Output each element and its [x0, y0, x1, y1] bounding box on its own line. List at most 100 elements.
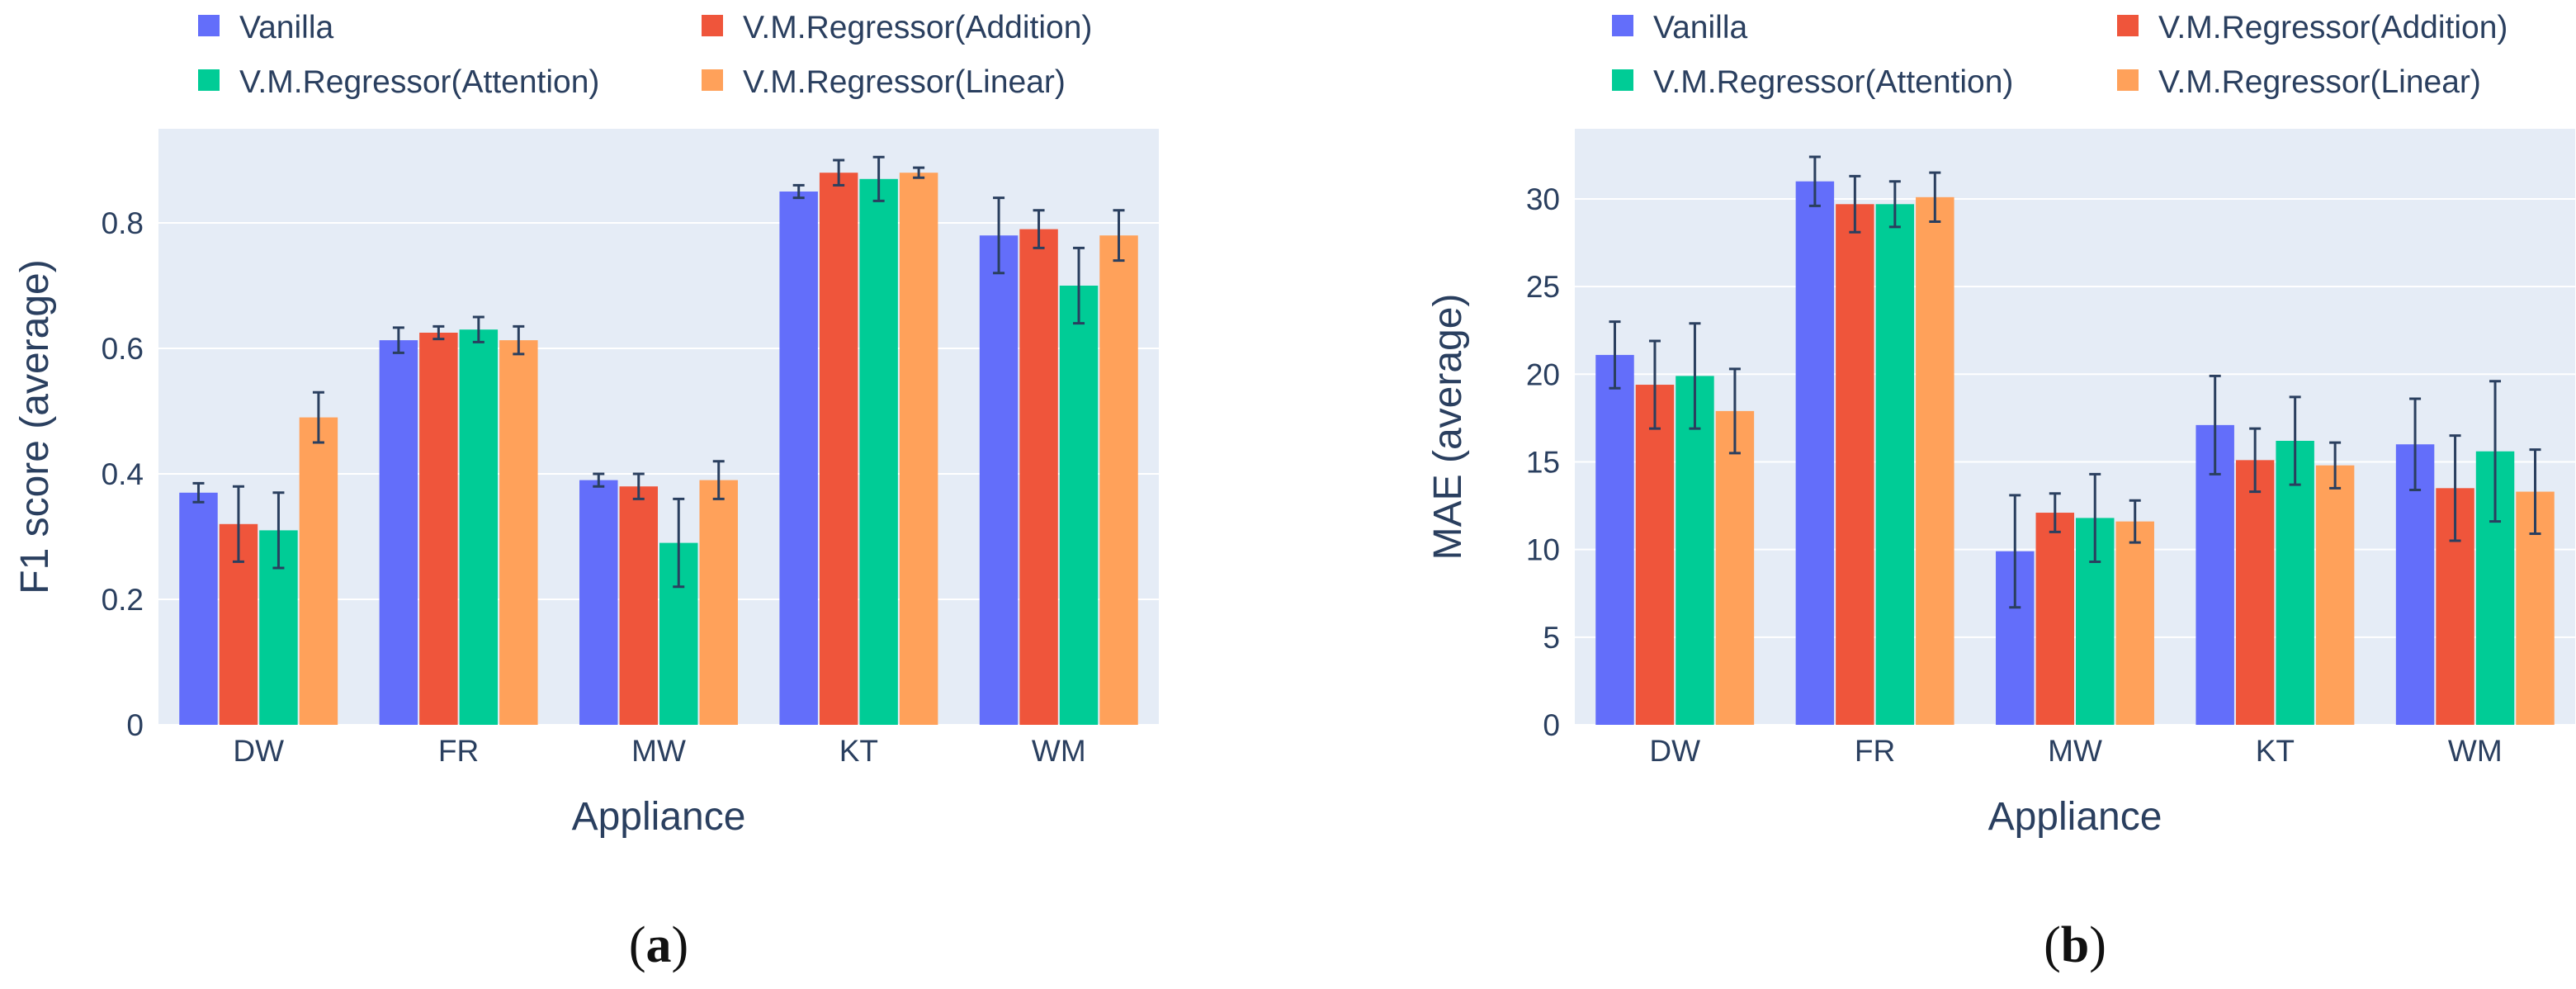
- bar-a-FR-0: [379, 340, 418, 725]
- y-axis-title-a: F1 score (average): [13, 259, 57, 594]
- bar-a-FR-3: [499, 340, 538, 725]
- bar-b-DW-0: [1595, 354, 1634, 725]
- x-tick-label-a-4: WM: [1032, 734, 1086, 768]
- x-tick-label-b-2: MW: [2048, 734, 2102, 768]
- bar-a-WM-3: [1099, 235, 1138, 725]
- error-bar-b-DW-3: [1728, 367, 1741, 455]
- y-tick-label-a-0: 0: [126, 708, 144, 742]
- legend-swatch-b-1: [2117, 15, 2139, 36]
- error-bar-a-MW-3: [712, 460, 725, 500]
- bar-b-DW-3: [1715, 410, 1755, 725]
- error-bar-b-KT-0: [2209, 374, 2221, 476]
- caption-b-close: ): [2089, 917, 2106, 973]
- error-bar-b-MW-2: [2089, 472, 2101, 564]
- bars-b: [1595, 181, 2555, 726]
- legend-label-a-2: V.M.Regressor(Attention): [239, 64, 599, 100]
- error-bar-b-WM-3: [2529, 448, 2541, 536]
- x-tick-label-a-1: FR: [438, 734, 479, 768]
- caption-a: (a): [629, 917, 688, 973]
- error-bar-a-KT-3: [913, 166, 925, 179]
- bar-a-FR-2: [459, 329, 499, 725]
- caption-b-open: (: [2044, 917, 2061, 973]
- legend-label-b-3: V.M.Regressor(Linear): [2158, 64, 2481, 100]
- error-bar-a-KT-0: [792, 183, 805, 200]
- caption-a-close: ): [672, 917, 689, 973]
- error-bar-a-FR-1: [432, 324, 445, 341]
- error-bar-a-FR-0: [392, 326, 404, 354]
- bar-b-KT-1: [2235, 460, 2275, 725]
- caption-a-letter: a: [646, 917, 672, 973]
- legend-swatch-b-2: [1612, 69, 1633, 91]
- x-tick-label-b-4: WM: [2448, 734, 2503, 768]
- error-bar-a-KT-2: [872, 155, 885, 202]
- error-bar-a-DW-3: [312, 390, 324, 444]
- y-tick-label-a-1: 0.2: [102, 583, 144, 617]
- y-tick-labels-a: 0 0.2 0.4 0.6 0.8: [102, 206, 144, 742]
- legend-label-b-0: Vanilla: [1653, 10, 1747, 45]
- bar-b-FR-0: [1795, 181, 1835, 726]
- legend-label-a-3: V.M.Regressor(Linear): [743, 64, 1066, 100]
- error-bar-a-KT-1: [833, 159, 845, 187]
- x-tick-label-a-3: KT: [839, 734, 878, 768]
- error-bar-b-FR-2: [1888, 180, 1901, 229]
- bar-a-MW-3: [699, 480, 738, 725]
- caption-b-letter: b: [2061, 917, 2089, 973]
- error-bar-b-MW-0: [2009, 494, 2021, 609]
- error-bar-b-KT-2: [2289, 395, 2301, 486]
- caption-a-open: (: [629, 917, 646, 973]
- bar-b-DW-2: [1676, 376, 1714, 725]
- legend-swatch-b-3: [2117, 69, 2139, 91]
- legend-label-a-1: V.M.Regressor(Addition): [743, 10, 1092, 45]
- error-bar-b-WM-1: [2449, 434, 2461, 542]
- bar-a-DW-0: [179, 492, 218, 725]
- y-tick-label-b-4: 20: [1526, 357, 1560, 391]
- panel-a: Vanilla V.M.Regressor(Addition) V.M.Regr…: [13, 10, 1159, 973]
- error-bar-a-FR-2: [472, 315, 484, 343]
- bar-b-MW-3: [2115, 521, 2154, 725]
- error-bar-b-MW-3: [2129, 499, 2141, 544]
- error-bar-b-KT-1: [2249, 427, 2262, 494]
- error-bar-a-WM-1: [1033, 209, 1045, 249]
- bars-a: [179, 173, 1138, 726]
- bar-b-FR-2: [1875, 204, 1915, 725]
- y-tick-label-a-2: 0.4: [102, 457, 144, 491]
- error-bars-b: [1609, 155, 2541, 609]
- bar-b-KT-2: [2276, 440, 2314, 725]
- bar-a-WM-0: [979, 235, 1019, 725]
- bar-a-KT-1: [819, 173, 858, 725]
- x-tick-labels-b: DW FR MW KT WM: [1649, 734, 2502, 768]
- bar-a-WM-1: [1019, 229, 1058, 726]
- bar-b-FR-3: [1916, 196, 1954, 726]
- error-bar-a-DW-2: [272, 491, 285, 570]
- legend-swatch-a-2: [198, 69, 220, 91]
- bar-a-MW-0: [579, 480, 618, 725]
- error-bar-b-WM-0: [2409, 397, 2422, 491]
- legend-b: Vanilla V.M.Regressor(Addition) V.M.Regr…: [1612, 10, 2507, 100]
- y-tick-label-b-3: 15: [1526, 445, 1560, 479]
- y-tick-label-b-1: 5: [1543, 621, 1560, 655]
- error-bar-b-FR-1: [1849, 174, 1861, 234]
- y-tick-label-a-4: 0.8: [102, 206, 144, 240]
- x-tick-label-b-3: KT: [2256, 734, 2295, 768]
- x-tick-label-a-0: DW: [233, 734, 284, 768]
- legend-swatch-b-0: [1612, 15, 1633, 36]
- bar-a-KT-3: [899, 173, 938, 725]
- x-tick-label-b-1: FR: [1855, 734, 1895, 768]
- x-tick-label-b-0: DW: [1649, 734, 1700, 768]
- error-bar-a-FR-3: [513, 324, 525, 356]
- y-tick-label-b-5: 25: [1526, 270, 1560, 304]
- error-bar-b-DW-0: [1609, 320, 1621, 390]
- error-bar-b-MW-1: [2049, 492, 2061, 533]
- error-bar-b-DW-1: [1648, 339, 1661, 430]
- legend-swatch-a-0: [198, 15, 220, 36]
- error-bar-b-FR-3: [1929, 171, 1941, 224]
- bar-a-FR-1: [419, 333, 458, 725]
- error-bar-a-MW-2: [673, 497, 685, 589]
- panel-b: Vanilla V.M.Regressor(Addition) V.M.Regr…: [1426, 10, 2575, 973]
- legend-label-b-1: V.M.Regressor(Addition): [2158, 10, 2507, 45]
- bar-b-DW-1: [1635, 385, 1675, 725]
- x-tick-labels-a: DW FR MW KT WM: [233, 734, 1085, 768]
- bar-a-KT-0: [779, 192, 818, 725]
- error-bar-a-DW-1: [232, 485, 244, 563]
